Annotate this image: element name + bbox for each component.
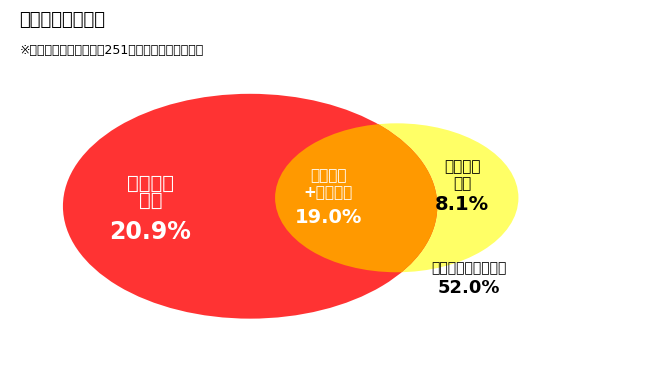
Text: のみ: のみ bbox=[453, 176, 471, 191]
Text: 52.0%: 52.0% bbox=[437, 279, 500, 297]
Text: ※交通以外に出稿のある251ケース全体でのスコア: ※交通以外に出稿のある251ケース全体でのスコア bbox=[20, 44, 203, 57]
Text: 交通広告: 交通広告 bbox=[310, 168, 346, 183]
Ellipse shape bbox=[275, 123, 519, 272]
Text: いずれも見ていない: いずれも見ていない bbox=[431, 261, 506, 275]
Text: 交通広告: 交通広告 bbox=[127, 174, 174, 193]
Ellipse shape bbox=[275, 123, 519, 272]
Ellipse shape bbox=[63, 94, 437, 319]
Text: +他の広告: +他の広告 bbox=[304, 185, 353, 200]
Text: 広告到達の重なり: 広告到達の重なり bbox=[20, 11, 105, 29]
Text: 20.9%: 20.9% bbox=[109, 219, 191, 243]
Text: 8.1%: 8.1% bbox=[436, 195, 489, 214]
Text: のみ: のみ bbox=[138, 191, 162, 210]
Text: 他の広告: 他の広告 bbox=[444, 160, 480, 174]
Text: 19.0%: 19.0% bbox=[294, 208, 362, 227]
